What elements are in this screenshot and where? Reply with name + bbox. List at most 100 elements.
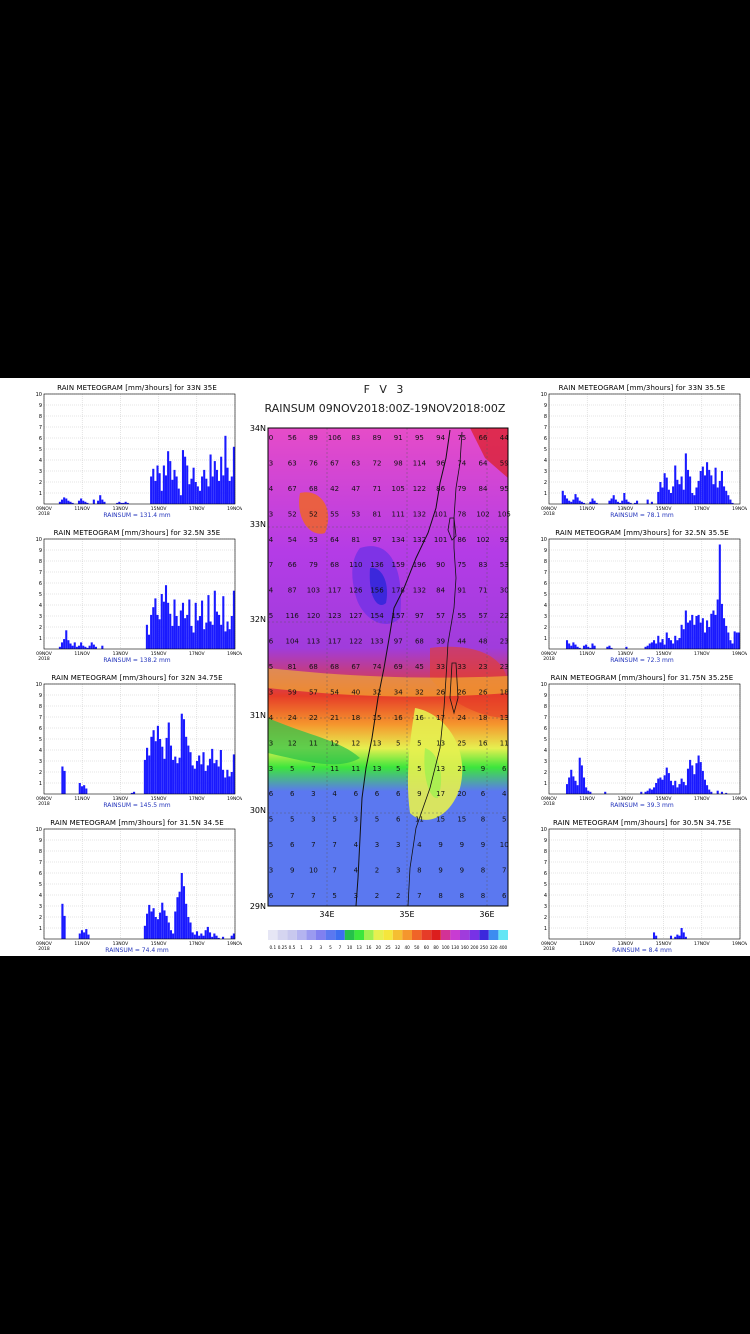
y-tick-label: 7 xyxy=(544,715,547,721)
rain-bar xyxy=(92,644,95,649)
y-tick-label: 2 xyxy=(544,480,547,486)
rain-bar xyxy=(159,739,162,794)
rain-bar xyxy=(661,639,664,649)
plot-frame xyxy=(548,683,741,795)
rain-bar xyxy=(633,502,636,504)
rain-bar xyxy=(652,787,656,794)
map-value-label: 81 xyxy=(373,510,382,518)
rain-bar xyxy=(188,599,191,649)
rain-bar xyxy=(652,932,656,939)
map-value-label: 68 xyxy=(330,561,339,569)
y-tick-label: 4 xyxy=(39,458,42,464)
rain-bar xyxy=(682,781,685,794)
rain-bar xyxy=(204,770,207,794)
map-value-label: 33 xyxy=(457,663,466,671)
x-tick-label: 2018 xyxy=(543,656,555,662)
rain-bar xyxy=(148,755,151,794)
map-value-label: 44 xyxy=(500,434,509,442)
rain-bar xyxy=(215,935,218,939)
y-tick-label: 10 xyxy=(541,682,547,688)
rain-bar xyxy=(699,762,702,794)
map-value-label: 154 xyxy=(370,612,384,620)
rain-bar xyxy=(191,765,194,794)
map-value-label: 3 xyxy=(269,765,273,773)
rain-bar xyxy=(230,476,233,504)
rain-bar xyxy=(226,621,229,649)
rain-bar xyxy=(61,766,64,794)
rain-bar xyxy=(699,471,702,504)
rain-bar xyxy=(202,752,205,794)
rain-bar xyxy=(198,490,201,504)
rain-bar xyxy=(574,644,577,649)
rain-bar xyxy=(574,494,577,504)
rain-bar xyxy=(80,498,83,504)
map-value-label: 45 xyxy=(415,663,424,671)
rain-bar xyxy=(200,764,203,794)
map-value-label: 9 xyxy=(481,841,485,849)
y-tick-label: 2 xyxy=(544,915,547,921)
rain-bar xyxy=(576,785,579,794)
x-tick-label: 11NOV xyxy=(74,506,91,512)
map-value-label: 42 xyxy=(330,485,339,493)
rain-bar xyxy=(678,638,681,649)
rain-bar xyxy=(714,467,717,504)
rain-bar xyxy=(82,500,85,504)
rain-bar xyxy=(674,780,677,794)
rain-bar xyxy=(63,915,66,939)
rain-bar xyxy=(80,930,84,939)
y-tick-label: 4 xyxy=(544,603,547,609)
map-value-label: 127 xyxy=(349,612,362,620)
y-tick-label: 6 xyxy=(39,871,42,877)
map-value-label: 5 xyxy=(332,892,336,900)
x-tick-label: 11NOV xyxy=(579,506,596,512)
rain-bar xyxy=(614,499,617,504)
map-value-label: 6 xyxy=(290,790,295,798)
y-tick-label: 3 xyxy=(39,614,42,620)
map-value-label: 53 xyxy=(500,561,509,569)
rain-bar xyxy=(103,501,106,504)
map-value-label: 81 xyxy=(288,663,297,671)
rain-bar xyxy=(175,616,178,649)
rain-bar xyxy=(204,930,207,939)
rain-bar xyxy=(196,620,199,649)
rain-bar xyxy=(689,759,692,794)
map-value-label: 2 xyxy=(375,892,379,900)
map-value-label: 5 xyxy=(269,612,273,620)
rain-bar xyxy=(77,500,81,504)
rain-bar xyxy=(646,790,649,794)
map-value-label: 44 xyxy=(457,638,466,646)
map-value-label: 68 xyxy=(330,663,339,671)
y-tick-label: 2 xyxy=(39,480,42,486)
rain-bar xyxy=(230,772,233,794)
y-tick-label: 7 xyxy=(39,425,42,431)
meteogram-title: RAIN METEOGRAM [mm/3hours] for 33N 35.5E xyxy=(558,384,726,392)
x-tick-label: 19NOV xyxy=(732,941,747,947)
y-tick-label: 10 xyxy=(541,392,547,398)
map-value-label: 89 xyxy=(309,434,318,442)
y-tick-label: 3 xyxy=(544,469,547,475)
y-tick-label: 4 xyxy=(39,748,42,754)
rain-bar xyxy=(179,495,182,504)
y-tick-label: 9 xyxy=(39,838,42,844)
rain-bar xyxy=(226,769,229,794)
rain-bar xyxy=(156,465,159,504)
map-value-label: 52 xyxy=(288,510,297,518)
rain-bar xyxy=(727,632,730,649)
rain-bar xyxy=(207,595,210,649)
y-tick-label: 10 xyxy=(541,827,547,833)
map-value-label: 84 xyxy=(436,587,445,595)
map-value-label: 20 xyxy=(457,790,466,798)
rain-bar xyxy=(182,719,186,794)
meteogram-32-5n-35e: 1 2 3 4 5 6 7 8 9 10 09NOV 2018 11NOV 13NOV 15NOV 17NOV… xyxy=(32,525,242,665)
meteogram-title: RAIN METEOGRAM [mm/3hours] for 32.5N 35E xyxy=(53,529,221,537)
y-tick-label: 6 xyxy=(39,581,42,587)
meteogram-32-5n-35-5e: 1 2 3 4 5 6 7 8 9 10 09NOV 2018 11NOV 13NOV 15NOV 17NOV… xyxy=(537,525,747,665)
x-tick-label: 13NOV xyxy=(618,651,635,657)
rain-bar xyxy=(678,935,681,939)
x-tick-label: 17NOV xyxy=(189,651,206,657)
rain-bar xyxy=(646,645,649,649)
rain-bar xyxy=(621,500,624,504)
rain-bar xyxy=(87,934,90,939)
rain-bar xyxy=(146,747,149,794)
rain-bar xyxy=(627,501,630,504)
